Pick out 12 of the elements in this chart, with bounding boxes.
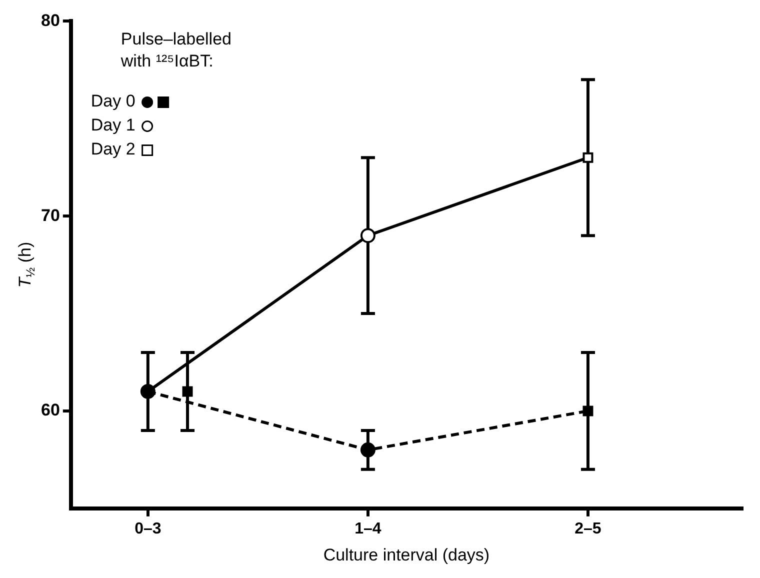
legend-label: Day 1 bbox=[90, 115, 136, 134]
legend-label: Day 0 bbox=[90, 91, 136, 110]
y-axis-title: T½ (h) bbox=[16, 242, 38, 288]
x-axis-title: Culture interval (days) bbox=[323, 545, 490, 564]
y-tick-label: 60 bbox=[40, 400, 60, 420]
y-tick-label: 80 bbox=[40, 10, 60, 30]
x-tick-label: 0–3 bbox=[134, 520, 162, 538]
x-tick-label: 2–5 bbox=[574, 520, 602, 538]
legend-title: Pulse–labelled with ¹²⁵IαBT: bbox=[120, 29, 232, 70]
y-tick-label: 70 bbox=[40, 206, 60, 225]
legend-label: Day 2 bbox=[90, 139, 136, 158]
x-tick-label: 1–4 bbox=[354, 520, 382, 538]
